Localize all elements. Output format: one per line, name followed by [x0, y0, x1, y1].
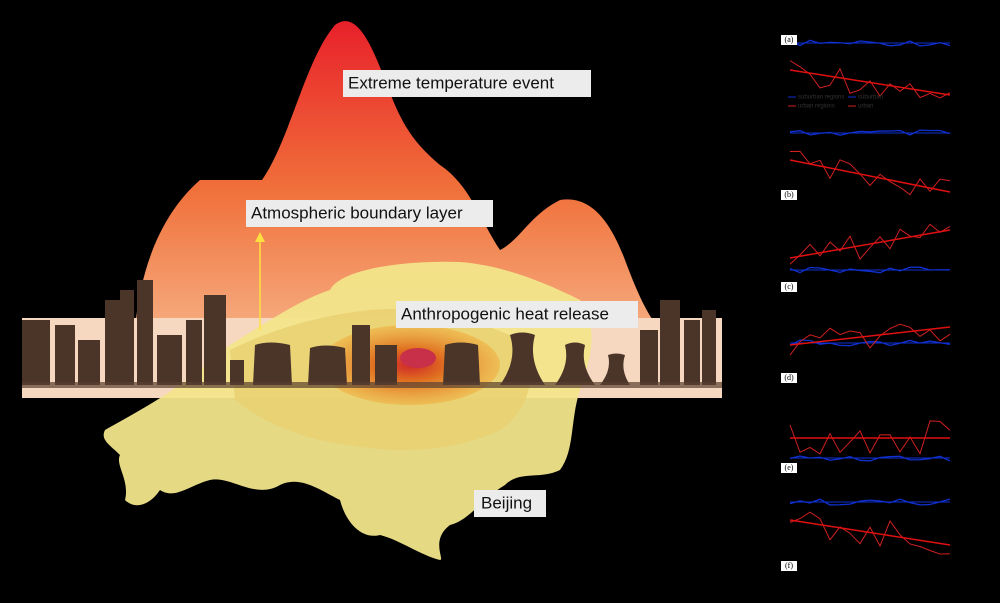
label-box	[396, 301, 638, 328]
panel-label: (b)	[784, 190, 794, 199]
legend-label: suburban regions	[798, 95, 844, 101]
panels: (a) (b) (c) (d) (e) (f) suburban regions suburb…	[781, 35, 951, 571]
red-trend	[789, 519, 951, 546]
skyline	[22, 280, 716, 385]
panel-label: (d)	[784, 373, 794, 382]
panel-label-box	[781, 190, 797, 200]
label: Beijing	[481, 493, 532, 512]
legend-label: urban	[858, 104, 873, 110]
panel-label: (c)	[785, 282, 794, 291]
legend-label: suburban	[858, 95, 883, 101]
red-trend	[789, 326, 951, 346]
panel-label: (a)	[785, 35, 794, 44]
panel-label-box	[781, 282, 797, 292]
panel-label-box	[781, 561, 797, 571]
blue-series	[789, 266, 951, 274]
blue-series	[789, 39, 951, 47]
panel-label-box	[781, 463, 797, 473]
red-series	[789, 323, 951, 356]
red-series	[789, 420, 951, 455]
label: Atmospheric boundary layer	[251, 203, 463, 222]
label: Extreme temperature event	[348, 73, 554, 92]
panel-label-box	[781, 373, 797, 383]
red-series	[789, 223, 951, 265]
panel-label-box	[781, 35, 797, 45]
red-series	[789, 60, 951, 99]
panel-label: (e)	[785, 463, 794, 472]
red-series	[789, 511, 951, 555]
blue-series	[789, 129, 951, 136]
red-series	[789, 150, 951, 196]
red-trend	[789, 229, 951, 259]
red-trend	[789, 69, 951, 96]
label-box	[246, 200, 493, 227]
label-box	[343, 70, 591, 97]
red-trend	[789, 159, 951, 193]
label: Anthropogenic heat release	[401, 304, 609, 323]
ground	[22, 382, 722, 388]
heat-center	[400, 348, 436, 368]
panel-label: (f)	[785, 561, 793, 570]
blue-series	[789, 498, 951, 506]
legend-label: urban regions	[798, 104, 835, 110]
arrow-head	[255, 232, 265, 242]
label-box	[474, 490, 546, 517]
